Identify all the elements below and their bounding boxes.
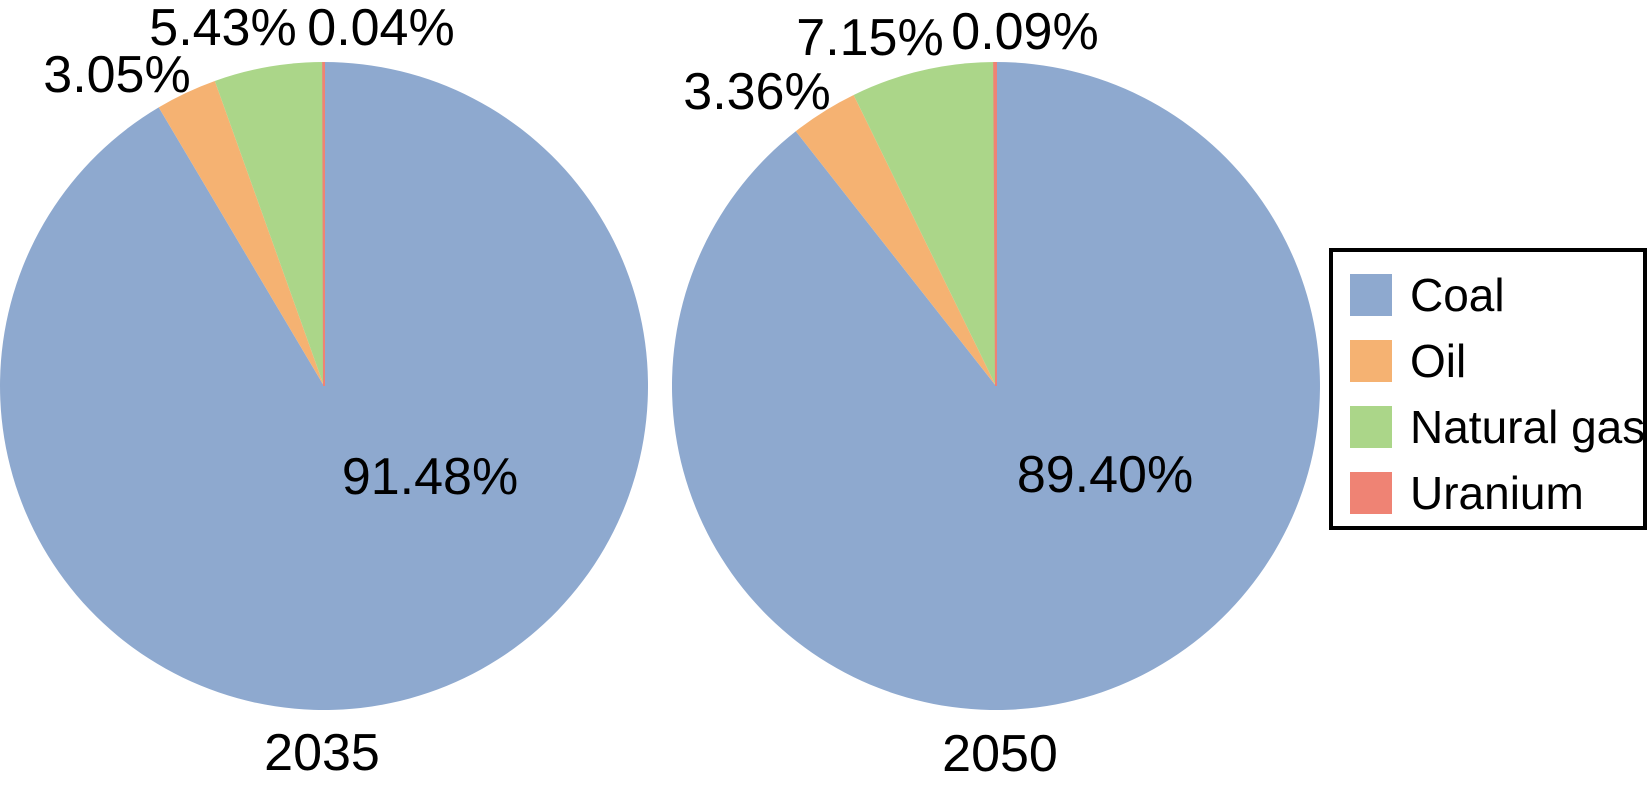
pie-2035 (0, 62, 648, 710)
legend-label-uranium: Uranium (1410, 467, 1584, 519)
pie-2035-slice-uranium (322, 62, 325, 387)
pie-2050-title: 2050 (942, 725, 1058, 783)
legend-label-natural-gas: Natural gas (1410, 401, 1646, 453)
pie-2035-slice-natural-gas (214, 62, 324, 386)
coal-swatch-icon (1350, 274, 1392, 316)
natural-gas-swatch-icon (1350, 406, 1392, 448)
pie-2050 (672, 62, 1320, 710)
pie-2035-coal-label: 91.48% (341, 448, 519, 506)
pie-2050-slice-natural-gas (853, 62, 996, 386)
pie-2035-natural-gas-label: 5.43% (149, 0, 297, 57)
pie-2050-uranium-label: 0.09% (951, 3, 1099, 61)
legend-row-coal: Coal (1350, 262, 1643, 328)
pie-2050-coal-label: 89.40% (1016, 446, 1194, 504)
legend-row-natural-gas: Natural gas (1350, 394, 1646, 460)
legend: Coal Oil Natural gas Uranium (1329, 248, 1647, 530)
legend-row-oil: Oil (1350, 328, 1643, 394)
pie-2050-oil-label: 3.36% (683, 63, 831, 121)
oil-swatch-icon (1350, 340, 1392, 382)
pie-2035-title: 2035 (264, 724, 380, 782)
legend-row-uranium: Uranium (1350, 460, 1643, 526)
pie-2050-slice-uranium (993, 62, 997, 387)
uranium-swatch-icon (1350, 472, 1392, 514)
pie-2050-natural-gas-label: 7.15% (796, 9, 944, 67)
legend-label-oil: Oil (1410, 335, 1467, 387)
pie-2035-oil-label: 3.05% (43, 46, 191, 104)
pie-2035-slice-oil (158, 80, 324, 386)
legend-label-coal: Coal (1410, 269, 1505, 321)
pie-2035-uranium-label: 0.04% (307, 0, 455, 57)
pie-2050-slice-oil (795, 94, 996, 386)
